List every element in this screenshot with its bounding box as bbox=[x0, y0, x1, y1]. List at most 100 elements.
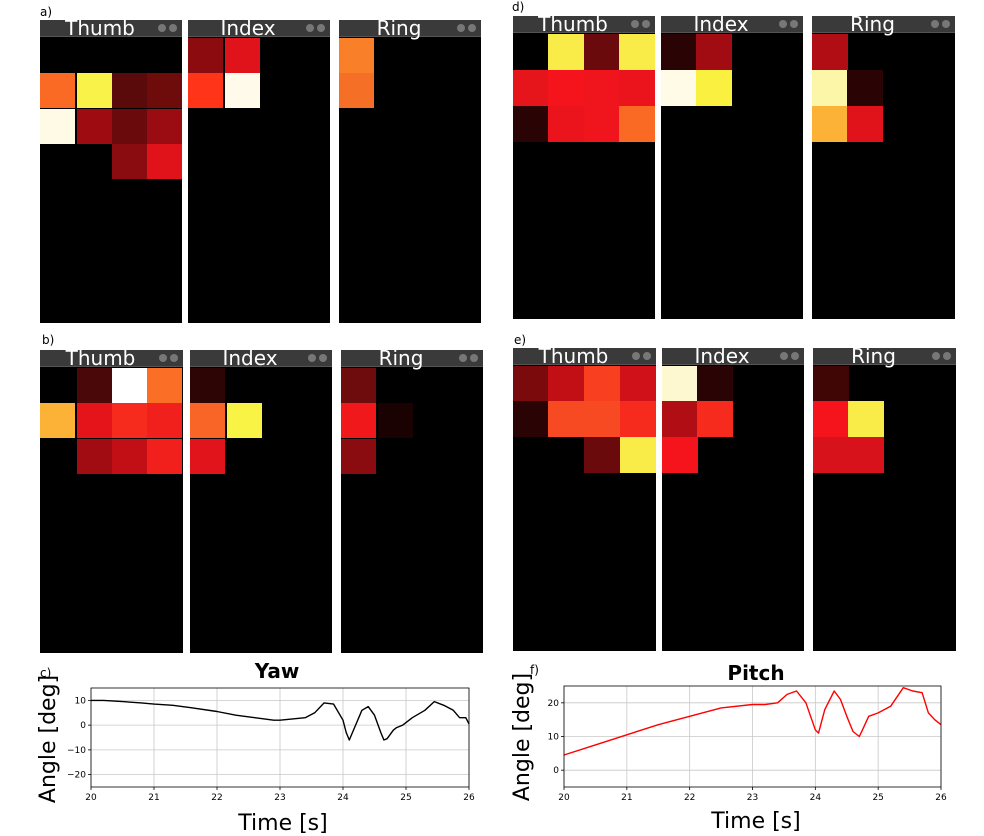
minimize-icon[interactable] bbox=[779, 20, 787, 28]
minimize-icon[interactable] bbox=[931, 20, 939, 28]
close-icon[interactable] bbox=[317, 24, 325, 32]
x-tick-label: 26 bbox=[935, 793, 947, 803]
minimize-icon[interactable] bbox=[780, 352, 788, 360]
window-titlebar[interactable]: Thumb bbox=[40, 346, 183, 370]
window-titlebar[interactable]: Thumb bbox=[513, 344, 656, 368]
taxel-cell bbox=[190, 403, 225, 438]
window-titlebar[interactable]: Thumb bbox=[40, 16, 182, 40]
window-titlebar[interactable]: Ring bbox=[339, 16, 481, 40]
close-icon[interactable] bbox=[169, 24, 177, 32]
taxel-cell bbox=[513, 366, 549, 402]
taxel-cell bbox=[620, 401, 656, 437]
heatmap-window-b-ring[interactable]: Ring bbox=[341, 346, 483, 653]
close-icon[interactable] bbox=[642, 20, 650, 28]
taxel-cell bbox=[662, 401, 698, 437]
window-titlebar[interactable]: Index bbox=[661, 12, 803, 36]
taxel-cell bbox=[225, 73, 260, 108]
heatmap-window-d-index[interactable]: Index bbox=[661, 12, 803, 319]
window-titlebar[interactable]: Index bbox=[190, 346, 332, 370]
taxel-cell bbox=[847, 106, 883, 142]
taxel-cell bbox=[339, 73, 374, 108]
heatmap-window-d-ring[interactable]: Ring bbox=[812, 12, 955, 319]
close-icon[interactable] bbox=[790, 20, 798, 28]
heatmap-window-e-index[interactable]: Index bbox=[662, 344, 804, 651]
heatmap-window-d-thumb[interactable]: Thumb bbox=[513, 12, 655, 319]
finger-name: Ring bbox=[376, 16, 422, 40]
heatmap-window-a-thumb[interactable]: Thumb bbox=[40, 16, 182, 323]
taxel-cell bbox=[584, 106, 620, 142]
x-tick-label: 24 bbox=[810, 793, 822, 803]
panel-label-a: a) bbox=[40, 5, 53, 19]
taxel-cell bbox=[620, 366, 656, 402]
taxel-cell bbox=[112, 144, 147, 179]
minimize-icon[interactable] bbox=[159, 354, 167, 362]
close-icon[interactable] bbox=[791, 352, 799, 360]
window-titlebar[interactable]: Thumb bbox=[513, 12, 655, 36]
minimize-icon[interactable] bbox=[306, 24, 314, 32]
taxel-cell bbox=[813, 437, 849, 473]
minimize-icon[interactable] bbox=[932, 352, 940, 360]
minimize-icon[interactable] bbox=[459, 354, 467, 362]
window-titlebar[interactable]: Ring bbox=[341, 346, 483, 370]
window-titlebar[interactable]: Index bbox=[188, 16, 330, 40]
taxel-cell bbox=[548, 34, 584, 70]
minimize-icon[interactable] bbox=[631, 20, 639, 28]
taxel-cell bbox=[147, 109, 182, 144]
close-icon[interactable] bbox=[943, 352, 951, 360]
taxel-cell bbox=[513, 401, 549, 437]
minimize-icon[interactable] bbox=[457, 24, 465, 32]
x-tick-label: 25 bbox=[400, 793, 411, 803]
taxel-cell bbox=[341, 439, 376, 474]
y-tick-label: 0 bbox=[553, 766, 559, 776]
heatmap-window-a-ring[interactable]: Ring bbox=[339, 16, 481, 323]
taxel-cell bbox=[147, 439, 182, 474]
taxel-cell bbox=[112, 109, 147, 144]
heatmap-window-b-index[interactable]: Index bbox=[190, 346, 332, 653]
taxel-cell bbox=[548, 401, 584, 437]
taxel-cell bbox=[661, 34, 697, 70]
taxel-cell bbox=[662, 366, 698, 402]
x-tick-label: 20 bbox=[558, 793, 570, 803]
taxel-cell bbox=[147, 144, 182, 179]
window-titlebar[interactable]: Ring bbox=[813, 344, 956, 368]
taxel-cell bbox=[341, 368, 376, 403]
taxel-cell bbox=[225, 38, 260, 73]
minimize-icon[interactable] bbox=[158, 24, 166, 32]
taxel-cell bbox=[848, 401, 884, 437]
x-tick-label: 26 bbox=[463, 793, 475, 803]
finger-name: Index bbox=[694, 344, 750, 368]
heatmap-window-b-thumb[interactable]: Thumb bbox=[40, 346, 183, 653]
taxel-cell bbox=[847, 70, 883, 106]
close-icon[interactable] bbox=[942, 20, 950, 28]
finger-name: Ring bbox=[378, 346, 424, 370]
close-icon[interactable] bbox=[170, 354, 178, 362]
taxel-cell bbox=[548, 366, 584, 402]
taxel-cell bbox=[112, 403, 147, 438]
window-titlebar[interactable]: Ring bbox=[812, 12, 955, 36]
minimize-icon[interactable] bbox=[632, 352, 640, 360]
panel-label-d: d) bbox=[512, 0, 525, 14]
y-axis-label: Angle [deg] bbox=[510, 673, 535, 801]
finger-name: Index bbox=[222, 346, 278, 370]
window-titlebar[interactable]: Index bbox=[662, 344, 804, 368]
taxel-cell bbox=[77, 403, 112, 438]
taxel-cell bbox=[548, 106, 584, 142]
panel-label-b: b) bbox=[42, 333, 55, 347]
taxel-cell bbox=[584, 401, 620, 437]
taxel-cell bbox=[77, 439, 112, 474]
minimize-icon[interactable] bbox=[308, 354, 316, 362]
close-icon[interactable] bbox=[468, 24, 476, 32]
close-icon[interactable] bbox=[319, 354, 327, 362]
close-icon[interactable] bbox=[643, 352, 651, 360]
taxel-cell bbox=[813, 366, 849, 402]
close-icon[interactable] bbox=[470, 354, 478, 362]
heatmap-window-e-ring[interactable]: Ring bbox=[813, 344, 956, 651]
taxel-cell bbox=[378, 403, 413, 438]
taxel-cell bbox=[77, 73, 112, 108]
y-tick-label: 0 bbox=[80, 721, 86, 731]
x-tick-label: 22 bbox=[684, 793, 695, 803]
heatmap-window-e-thumb[interactable]: Thumb bbox=[513, 344, 656, 651]
heatmap-window-a-index[interactable]: Index bbox=[188, 16, 330, 323]
taxel-cell bbox=[40, 73, 75, 108]
